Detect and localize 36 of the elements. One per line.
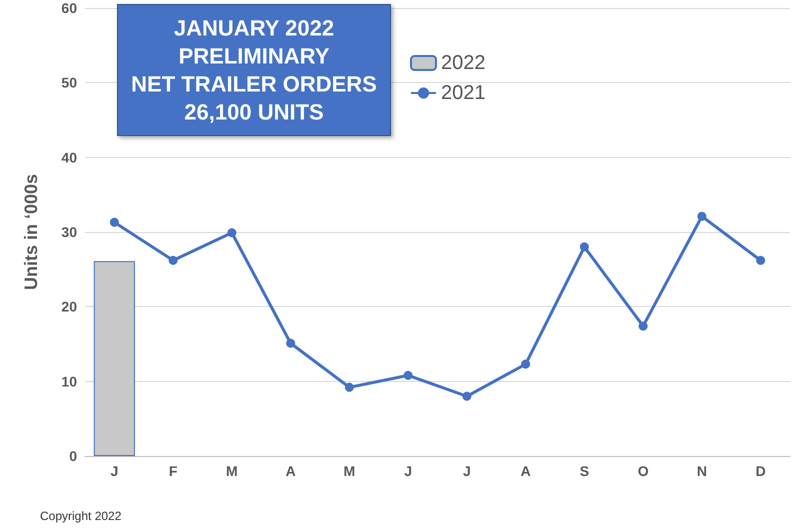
legend-label: 2021 <box>441 82 486 104</box>
x-tick-label: M <box>226 463 238 479</box>
point <box>404 370 413 380</box>
point <box>638 322 648 331</box>
y-tick-label: 0 <box>69 448 78 464</box>
point <box>286 338 296 348</box>
x-tick-label: A <box>286 463 296 479</box>
y-axis-title: Units in ‘000s <box>21 174 41 290</box>
x-tick-label: J <box>110 463 118 479</box>
x-tick-label: J <box>462 463 471 479</box>
x-tick-label: A <box>520 463 531 479</box>
y-tick-label: 60 <box>61 0 78 16</box>
point <box>756 256 766 265</box>
x-tick-label: S <box>580 463 590 479</box>
x-tick-label: D <box>756 463 766 479</box>
point <box>344 382 354 392</box>
x-tick-label: F <box>168 463 178 479</box>
point <box>697 212 706 221</box>
text: Copyright 2022 <box>40 509 122 523</box>
x-tick-label: O <box>638 463 649 479</box>
y-tick-label: 30 <box>61 224 78 240</box>
x-tick-label: M <box>344 463 356 479</box>
y-tick-label: 20 <box>61 298 78 315</box>
point <box>168 256 178 265</box>
point <box>227 228 236 238</box>
y-tick-label: 10 <box>61 373 78 390</box>
x-tick-label: N <box>696 463 707 479</box>
point <box>110 218 119 227</box>
y-tick-label: 50 <box>61 74 78 91</box>
legend-label: 2022 <box>441 52 486 74</box>
y-tick-label: 40 <box>61 149 78 166</box>
text: JANUARY 2022 PRELIMINARY NET TRAILER ORDERS 26,100 UNITS <box>131 16 377 124</box>
point <box>521 360 530 369</box>
point <box>462 392 472 401</box>
x-tick-label: J <box>404 463 412 479</box>
point <box>580 242 589 252</box>
